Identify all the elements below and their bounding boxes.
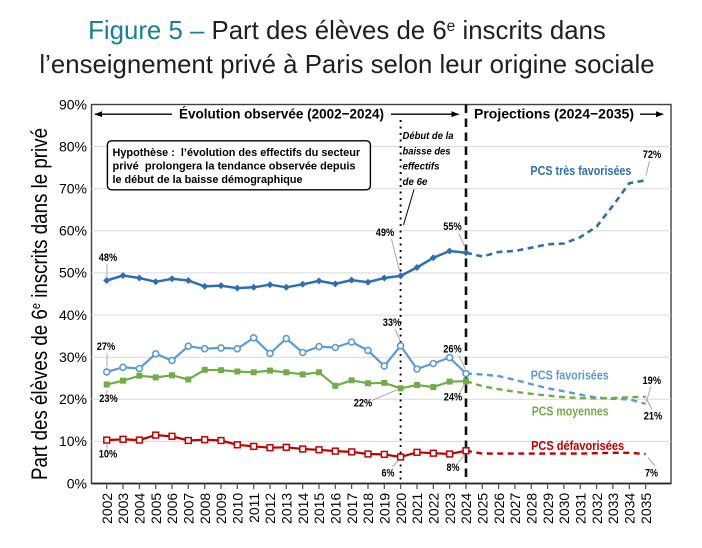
svg-text:2035: 2035: [638, 493, 654, 524]
svg-text:2022: 2022: [426, 493, 442, 524]
svg-text:2006: 2006: [164, 493, 180, 524]
svg-text:PCS très favorisées: PCS très favorisées: [530, 163, 631, 178]
svg-text:2027: 2027: [507, 493, 523, 524]
svg-text:2024: 2024: [458, 493, 474, 524]
svg-text:2033: 2033: [605, 493, 621, 524]
svg-text:2017: 2017: [344, 493, 360, 524]
svg-text:l’enseignement privé à Paris s: l’enseignement privé à Paris selon leur …: [39, 51, 654, 79]
svg-text:PCS favorisées: PCS favorisées: [531, 368, 609, 383]
svg-text:baisse des: baisse des: [403, 145, 451, 157]
svg-text:2030: 2030: [556, 493, 572, 524]
svg-text:20%: 20%: [59, 391, 87, 407]
svg-text:21%: 21%: [644, 411, 663, 423]
svg-text:27%: 27%: [97, 341, 116, 353]
svg-text:24%: 24%: [444, 392, 463, 404]
svg-text:30%: 30%: [59, 349, 87, 365]
svg-text:48%: 48%: [99, 252, 118, 264]
svg-text:40%: 40%: [59, 307, 87, 323]
svg-text:2014: 2014: [295, 493, 311, 524]
svg-text:26%: 26%: [443, 344, 462, 356]
svg-text:70%: 70%: [59, 181, 87, 197]
svg-text:90%: 90%: [59, 96, 87, 112]
svg-text:Début de la: Début de la: [403, 130, 454, 142]
svg-text:Figure 5 – Part des élèves de: Figure 5 – Part des élèves de 6e inscrit…: [88, 17, 606, 45]
svg-text:2002: 2002: [99, 493, 115, 524]
svg-text:10%: 10%: [59, 433, 87, 449]
svg-text:2015: 2015: [311, 493, 327, 524]
svg-text:7%: 7%: [645, 468, 658, 480]
svg-text:2007: 2007: [181, 493, 197, 524]
svg-text:2008: 2008: [197, 493, 213, 524]
svg-text:2025: 2025: [475, 493, 491, 524]
svg-text:80%: 80%: [59, 138, 87, 154]
svg-text:2031: 2031: [573, 493, 589, 524]
svg-text:8%: 8%: [447, 462, 460, 474]
svg-text:Évolution observée (2002−2024): Évolution observée (2002−2024): [179, 106, 384, 122]
svg-text:19%: 19%: [643, 375, 662, 387]
svg-text:2009: 2009: [213, 493, 229, 524]
svg-text:2004: 2004: [132, 493, 148, 524]
svg-text:2021: 2021: [409, 493, 425, 524]
svg-text:49%: 49%: [376, 227, 395, 239]
svg-text:0%: 0%: [67, 475, 87, 491]
svg-text:72%: 72%: [643, 149, 662, 161]
svg-text:55%: 55%: [443, 221, 462, 233]
svg-text:de 6e: de 6e: [403, 176, 428, 188]
svg-text:60%: 60%: [59, 223, 87, 239]
svg-text:2003: 2003: [115, 493, 131, 524]
svg-text:2032: 2032: [589, 493, 605, 524]
svg-text:privé prolongera la tendance: privé prolongera la tendance observée de…: [113, 161, 356, 173]
svg-text:2020: 2020: [393, 493, 409, 524]
svg-text:2013: 2013: [279, 493, 295, 524]
svg-text:50%: 50%: [59, 265, 87, 281]
svg-text:6%: 6%: [382, 468, 395, 480]
svg-text:2018: 2018: [360, 493, 376, 524]
svg-text:2026: 2026: [491, 493, 507, 524]
svg-text:2005: 2005: [148, 493, 164, 524]
svg-text:le début de la baisse démograp: le début de la baisse démographique: [113, 174, 303, 186]
svg-text:22%: 22%: [354, 398, 373, 410]
svg-text:33%: 33%: [383, 317, 402, 329]
svg-text:PCS moyennes: PCS moyennes: [532, 404, 609, 419]
svg-text:2010: 2010: [230, 493, 246, 524]
svg-text:Hypothèse : l’évolution des e: Hypothèse : l’évolution des effectifs du…: [113, 147, 361, 159]
svg-text:Projections (2024−2035): Projections (2024−2035): [474, 106, 634, 122]
svg-text:effectifs: effectifs: [403, 161, 440, 173]
svg-text:2011: 2011: [246, 493, 262, 523]
svg-text:2029: 2029: [540, 493, 556, 524]
svg-text:2034: 2034: [622, 493, 638, 524]
svg-text:10%: 10%: [99, 449, 118, 461]
svg-text:2028: 2028: [524, 493, 540, 524]
svg-text:2019: 2019: [377, 493, 393, 524]
svg-text:2016: 2016: [328, 493, 344, 524]
svg-text:2012: 2012: [262, 493, 278, 524]
svg-text:23%: 23%: [99, 393, 118, 405]
svg-text:2023: 2023: [442, 493, 458, 524]
svg-text:PCS défavorisées: PCS défavorisées: [531, 438, 624, 453]
